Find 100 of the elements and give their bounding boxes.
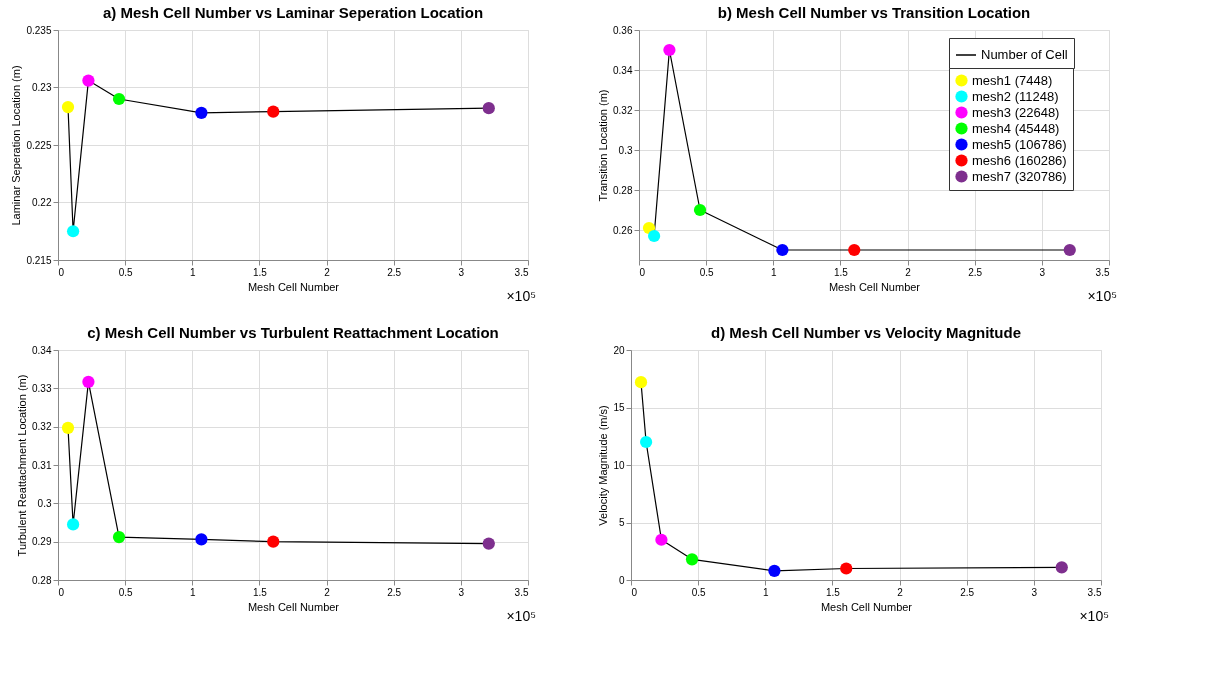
x-tick-label: 0.5 <box>691 586 707 598</box>
legend-label: mesh3 (22648) <box>972 104 1060 120</box>
x-tick-label: 2 <box>905 266 912 278</box>
point <box>663 43 676 57</box>
y-tick-label: 0.28 <box>32 574 52 586</box>
x-tick-label: 3 <box>458 266 465 278</box>
x-tick-label: 1 <box>190 266 196 278</box>
y-tick-label: 0.32 <box>613 104 633 116</box>
point <box>647 229 661 243</box>
point <box>195 533 208 546</box>
y-tick-label: 0.36 <box>613 24 633 36</box>
x-tick-label: 0 <box>58 586 65 598</box>
legend-label: mesh2 (11248) <box>972 88 1059 104</box>
x-tick-label: 1 <box>190 586 196 598</box>
point <box>1063 243 1076 257</box>
point <box>61 421 75 434</box>
point <box>267 105 280 118</box>
y-tick-label: 0.32 <box>32 421 52 433</box>
point <box>848 243 861 257</box>
x-tick-label: 3.5 <box>1087 586 1102 598</box>
x-tick-label: 0.5 <box>118 586 134 598</box>
legend-label: mesh4 (45448) <box>972 120 1060 136</box>
x-tick-label: 2.5 <box>387 266 402 278</box>
y-tick-label: 5 <box>618 517 625 528</box>
x-tick-label: 2.5 <box>960 586 975 598</box>
x-tick-label: 1.5 <box>833 266 849 278</box>
point <box>655 533 668 546</box>
y-tick-label: 0.225 <box>26 139 52 151</box>
text: ×10⁵ <box>1079 608 1109 624</box>
x-tick-label: 3 <box>1039 266 1046 278</box>
x-tick-label: 3 <box>1031 586 1038 598</box>
legend-label: mesh1 (7448) <box>972 72 1053 88</box>
x-tick-label: 2.5 <box>387 586 402 598</box>
point <box>693 203 707 217</box>
text: ×10⁵ <box>506 288 536 304</box>
point <box>768 564 781 577</box>
y-tick-label: 0.3 <box>37 497 52 509</box>
y-tick-label: 0.22 <box>32 197 52 208</box>
x-axis-title: Mesh Cell Number <box>820 600 913 613</box>
x-tick-label: 0 <box>639 266 646 278</box>
x-tick-label: 0 <box>58 266 65 278</box>
x-tick-label: 2 <box>324 266 331 278</box>
point <box>634 376 648 389</box>
point <box>776 243 789 257</box>
legend-label: mesh6 (160286) <box>972 152 1067 168</box>
y-tick-label: 0.215 <box>26 254 52 266</box>
x-tick-label: 2 <box>897 586 904 598</box>
point <box>267 535 280 548</box>
x-tick-label: 3.5 <box>514 266 529 278</box>
y-tick-label: 0.23 <box>32 82 52 93</box>
point <box>66 518 80 531</box>
legend-label: Number of Cell <box>981 47 1068 62</box>
y-tick-label: 0.29 <box>32 536 52 548</box>
x-tick-label: 2 <box>324 586 331 598</box>
point <box>685 553 699 566</box>
x-tick-label: 3.5 <box>514 586 529 598</box>
x-axis-title: Mesh Cell Number <box>828 280 921 293</box>
x-tick-label: 1.5 <box>252 586 268 598</box>
point <box>82 74 95 87</box>
point <box>1055 561 1068 574</box>
y-tick-label: 0.3 <box>618 144 633 156</box>
text: ×10⁵ <box>1087 288 1117 304</box>
y-tick-label: 0 <box>618 574 625 586</box>
point <box>82 375 95 388</box>
point <box>66 225 80 238</box>
x-tick-label: 3 <box>458 586 465 598</box>
y-tick-label: 0.31 <box>32 459 52 471</box>
x-tick-label: 1.5 <box>825 586 841 598</box>
legend-label: mesh7 (320786) <box>972 168 1067 184</box>
chart-title: d) Mesh Cell Number vs Velocity Magnitude <box>710 324 1022 341</box>
y-tick-label: 0.235 <box>26 24 52 36</box>
y-tick-label: 15 <box>613 402 625 413</box>
point <box>840 562 853 575</box>
point <box>195 106 208 119</box>
y-tick-label: 0.34 <box>32 344 52 356</box>
y-tick-label: 20 <box>613 344 625 356</box>
legend-label: mesh5 (106786) <box>972 136 1067 152</box>
text: ×10⁵ <box>506 608 536 624</box>
x-tick-label: 0.5 <box>118 266 134 278</box>
chart-title: a) Mesh Cell Number vs Laminar Seperation Location <box>102 4 484 21</box>
x-axis-title: Mesh Cell Number <box>247 280 340 293</box>
point <box>482 537 495 550</box>
chart-title: b) Mesh Cell Number vs Transition Location <box>717 4 1031 21</box>
x-tick-label: 1 <box>763 586 769 598</box>
y-tick-label: 10 <box>613 459 625 471</box>
y-tick-label: 0.33 <box>32 382 52 394</box>
x-tick-label: 3.5 <box>1095 266 1110 278</box>
y-axis-title: Laminar Seperation Location (m) <box>10 65 23 226</box>
y-axis-title: Velocity Magnitude (m/s) <box>597 405 610 526</box>
y-tick-label: 0.26 <box>613 224 633 236</box>
x-axis-title: Mesh Cell Number <box>247 600 340 613</box>
y-tick-label: 0.34 <box>613 64 633 76</box>
x-tick-label: 1 <box>771 266 777 278</box>
point <box>482 102 495 115</box>
y-axis-title: Turbulent Reattachment Location (m) <box>16 374 29 557</box>
x-tick-label: 2.5 <box>968 266 983 278</box>
point <box>61 100 75 114</box>
chart-title: c) Mesh Cell Number vs Turbulent Reattachment Location <box>87 324 499 341</box>
point <box>112 92 126 106</box>
x-tick-label: 0.5 <box>699 266 715 278</box>
